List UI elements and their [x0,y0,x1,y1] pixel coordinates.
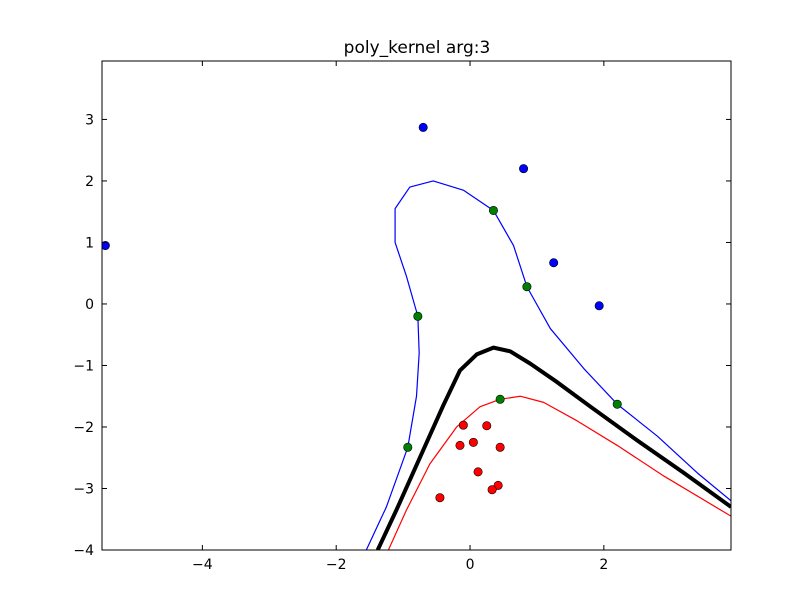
data-point-negative [482,421,492,431]
data-point-negative [435,493,445,503]
y-tick-label: −2 [73,420,94,436]
data-point-negative [455,440,465,450]
plot-area [102,61,731,550]
data-point-negative [487,485,497,495]
data-point-positive [102,241,110,251]
data-point-negative [495,442,505,452]
decision-boundary-curve [375,345,731,550]
data-point-positive [549,258,559,268]
y-tick-label: −4 [73,543,94,559]
support-vector-point [413,311,423,321]
plot-frame [101,60,732,551]
axes: −4 −2 0 2 −4 −3 −2 −1 0 1 2 3 [73,60,732,573]
data-point-negative [473,467,483,477]
x-tick-label: −2 [326,557,347,573]
data-point-positive [418,122,428,132]
y-tick-label: −3 [73,481,94,497]
support-vector-point [612,399,622,409]
y-tick-label: 0 [85,297,94,313]
support-vector-point [488,205,498,215]
data-point-positive [519,164,529,174]
support-vector-point [495,394,505,404]
x-tick-label: −4 [192,557,213,573]
support-vector-point [522,282,532,292]
data-point-positive [594,301,604,311]
support-vector-point [403,442,413,452]
x-tick-label: 2 [599,557,608,573]
chart-title: poly_kernel arg:3 [344,38,491,58]
x-tick-label: 0 [466,557,475,573]
y-tick-label: 3 [85,112,94,128]
data-point-negative [468,437,478,447]
y-tick-label: 1 [85,235,94,251]
y-tick-label: 2 [85,174,94,190]
plot-background [102,61,731,550]
data-point-negative [493,480,503,490]
y-tick-label: −1 [73,358,94,374]
data-point-negative [458,420,468,430]
margin-curve-positive [365,180,731,550]
margin-curve-negative [387,395,731,550]
